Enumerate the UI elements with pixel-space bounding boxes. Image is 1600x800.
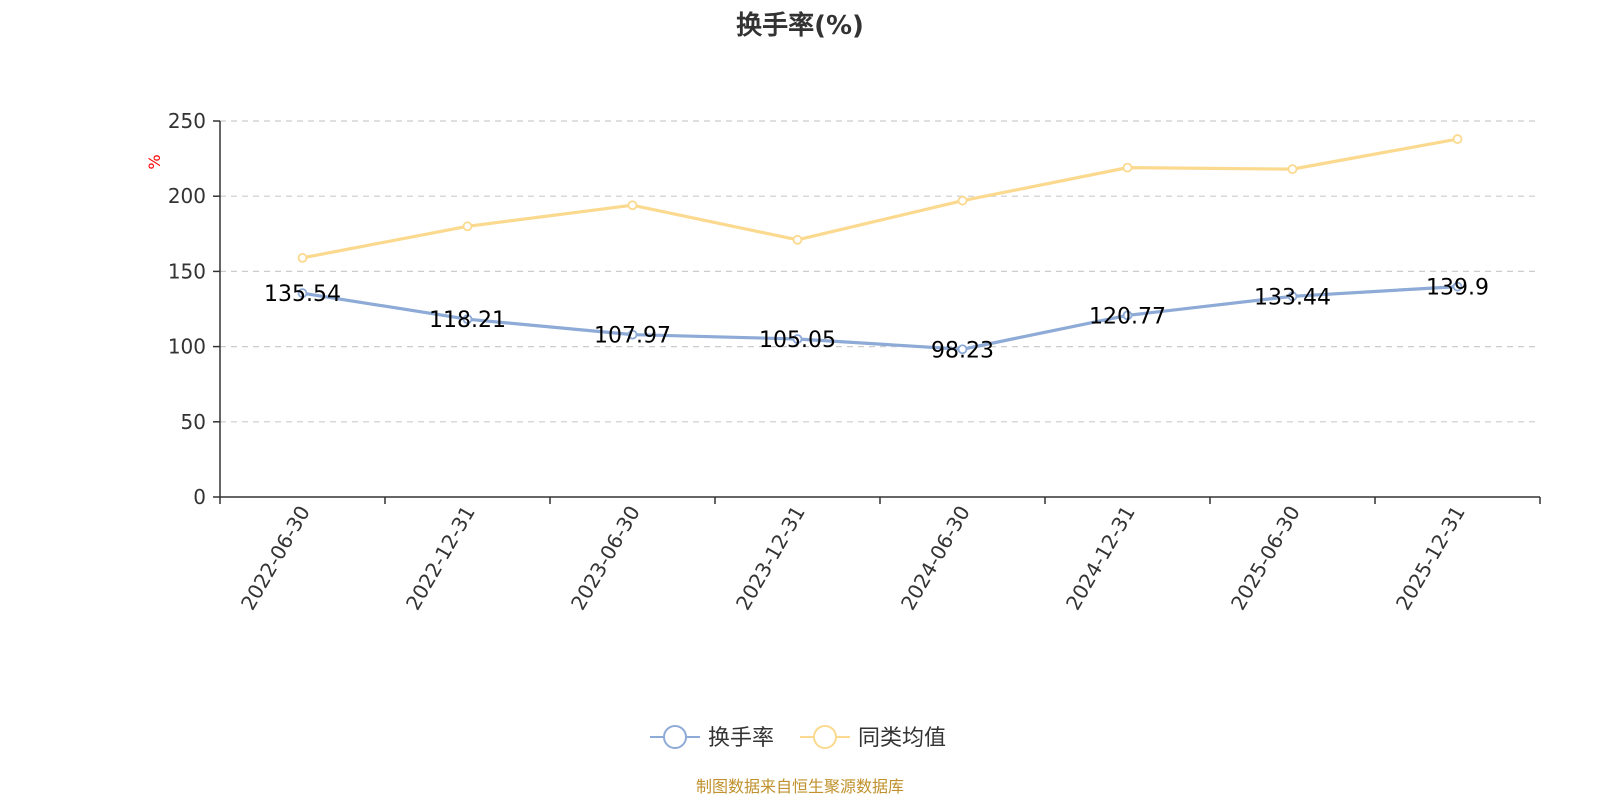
legend-item-1[interactable]: 同类均值 [800,725,946,751]
series-0-point [1287,291,1298,302]
x-tick-label: 2022-12-31 [401,502,480,615]
series-0-point [792,334,803,344]
series-1-point [957,195,968,206]
series-1-point [627,200,638,211]
data-label: 98.23 [931,338,994,363]
series-line-1 [302,137,1458,260]
chart-title: 换手率(%) [736,10,864,41]
x-tick-label: 2024-06-30 [896,502,975,615]
series-0-point [957,344,968,355]
legend: 换手率 同类均值 [650,725,946,751]
x-tick-label: 2025-06-30 [1226,502,1305,615]
data-label: 139.9 [1426,276,1489,301]
grid-lines [220,120,1540,423]
legend-circle-icon [813,725,837,749]
y-axis-unit-label: % [145,154,164,169]
series-line-0 [302,284,1458,351]
series-1-point [462,221,473,232]
x-tick-label: 2022-06-30 [236,502,315,615]
y-tick-label: 0 [193,485,206,509]
series-0-point [1122,310,1133,321]
data-label: 133.44 [1254,285,1331,310]
axes [213,120,1541,504]
series-0-point [462,314,473,325]
x-axis-ticks: 2022-06-30 2022-12-31 2023-06-30 2023-12-31… [236,502,1470,615]
y-tick-label: 150 [168,259,206,283]
series-1-point [792,234,803,245]
legend-circle-icon [663,725,687,749]
y-tick-label: 100 [168,335,206,359]
y-axis-ticks: 0 50 100 150 200 250 [168,109,206,509]
data-label: 118.21 [429,308,506,333]
data-label: 105.05 [759,328,836,353]
x-tick-label: 2023-06-30 [566,502,645,615]
data-label: 107.97 [594,324,671,349]
series-1-point [1122,162,1133,173]
x-tick-label: 2025-12-31 [1391,502,1470,615]
x-tick-label: 2023-12-31 [731,502,810,615]
y-tick-label: 50 [181,410,206,434]
legend-label: 同类均值 [858,726,946,751]
data-label: 120.77 [1089,304,1166,329]
series-0-point [297,288,308,299]
series-1-point [1287,164,1298,175]
y-tick-label: 200 [168,184,206,208]
data-label: 135.54 [264,282,341,307]
x-tick-label: 2024-12-31 [1061,502,1140,615]
y-tick-label: 250 [168,109,206,133]
legend-item-0[interactable]: 换手率 [650,725,774,751]
data-labels: 135.54 118.21 107.97 105.05 98.23 120.77 133.4… [264,276,1489,364]
series-1-point [1452,134,1463,144]
source-note: 制图数据来自恒生聚源数据库 [696,777,904,796]
series-0-point [627,329,638,340]
legend-label: 换手率 [708,726,774,751]
series-0-point [1452,281,1463,292]
series-1-point [297,252,308,263]
series-layer [297,134,1463,355]
